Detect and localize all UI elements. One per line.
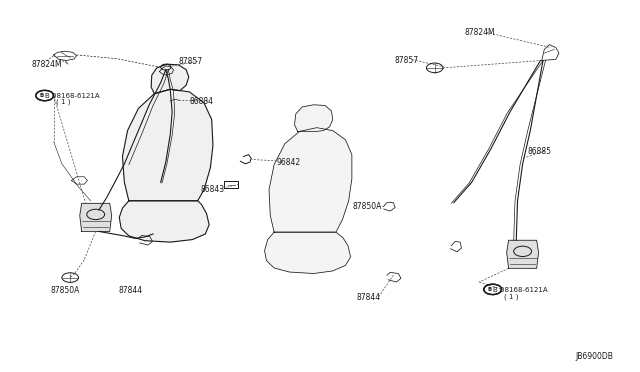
Polygon shape	[122, 89, 213, 201]
Polygon shape	[264, 232, 351, 273]
Text: ( 1 ): ( 1 )	[56, 99, 70, 105]
Polygon shape	[269, 128, 352, 232]
Text: 87857: 87857	[179, 57, 203, 66]
Polygon shape	[119, 201, 209, 242]
Text: 86885: 86885	[527, 147, 551, 156]
Text: JB6900DB: JB6900DB	[575, 352, 613, 361]
Text: 87824M: 87824M	[32, 60, 63, 69]
Text: 87824M: 87824M	[464, 28, 495, 37]
Text: 86843: 86843	[201, 185, 225, 194]
Text: 87850A: 87850A	[353, 202, 382, 211]
Text: 87850A: 87850A	[51, 286, 80, 295]
Text: B: B	[40, 93, 44, 98]
Polygon shape	[294, 105, 333, 131]
Text: 86884: 86884	[189, 97, 213, 106]
Text: B: B	[488, 287, 492, 292]
Polygon shape	[80, 203, 111, 231]
Text: ( 1 ): ( 1 )	[504, 294, 518, 300]
Text: B 08168-6121A: B 08168-6121A	[45, 93, 99, 99]
Polygon shape	[507, 240, 539, 268]
Text: 96842: 96842	[276, 157, 301, 167]
Text: 87844: 87844	[356, 294, 380, 302]
Text: B 08168-6121A: B 08168-6121A	[493, 287, 548, 293]
Text: 87844: 87844	[118, 286, 142, 295]
Polygon shape	[151, 64, 189, 94]
Text: 87857: 87857	[394, 56, 419, 65]
